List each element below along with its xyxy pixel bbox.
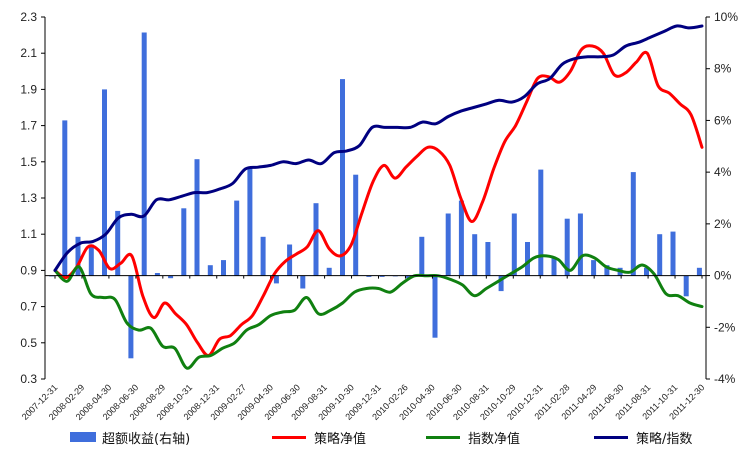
bar-excess-40: [577, 213, 583, 276]
left-tick-label-3: 0.9: [20, 263, 37, 277]
bar-excess-14: [234, 200, 240, 276]
left-tick-label-10: 2.3: [20, 10, 37, 24]
bar-excess-9: [168, 275, 174, 279]
bar-excess-46: [657, 234, 663, 276]
bar-excess-39: [564, 218, 570, 276]
bar-excess-29: [432, 275, 438, 338]
bar-excess-36: [525, 242, 530, 276]
plot-area: 0.3 0.5 0.7 0.9 1.1 1.3 1.5 1.7 1.9 2.1 2.3 -4% -2% 0…: [20, 10, 739, 422]
line-series-0: [53, 44, 704, 357]
bar-excess-5: [115, 210, 121, 276]
right-tick-label-6: 8%: [714, 62, 732, 76]
bar-excess-20: [313, 203, 319, 276]
legend-swatch-excess: [70, 432, 96, 442]
bar-excess-38: [551, 257, 557, 276]
bar-excess-16: [260, 236, 266, 276]
right-tick-label-4: 4%: [714, 165, 732, 179]
bar-excess-15: [247, 167, 253, 276]
bar-excess-10: [181, 208, 187, 276]
line-series-2: [53, 24, 704, 272]
line-series-1: [53, 253, 704, 370]
bar-excess-28: [419, 236, 425, 276]
legend-swatch-ratio: [594, 435, 628, 439]
bar-excess-44: [630, 172, 636, 276]
bar-excess-19: [300, 275, 306, 289]
bar-excess-34: [498, 275, 504, 292]
bar-excess-1: [62, 120, 68, 276]
bar-excess-35: [511, 213, 517, 276]
legend-label-strategy: 策略净值: [314, 431, 367, 447]
right-tick-label-7: 10%: [714, 10, 738, 24]
bar-excess-3: [88, 244, 94, 276]
bar-excess-6: [128, 275, 134, 359]
right-tick-label-2: 0%: [714, 269, 732, 283]
bar-excess-37: [538, 169, 544, 276]
bar-excess-13: [221, 260, 226, 276]
bar-excess-41: [591, 260, 597, 276]
left-tick-label-5: 1.3: [20, 191, 37, 205]
left-tick-label-4: 1.1: [20, 227, 37, 241]
bar-excess-27: [406, 275, 412, 279]
legend-item-strategy: 策略净值: [272, 422, 366, 452]
bar-excess-33: [485, 242, 491, 276]
bar-excess-17: [273, 275, 279, 284]
right-tick-label-1: -2%: [714, 320, 736, 334]
legend: 超额收益(右轴) 策略净值 指数净值 策略/指数: [0, 422, 750, 452]
bar-excess-18: [287, 244, 293, 276]
right-tick-label-0: -4%: [714, 372, 736, 386]
bar-excess-22: [340, 79, 345, 276]
bar-excess-4: [102, 89, 107, 276]
bar-excess-32: [472, 234, 478, 276]
legend-item-ratio: 策略/指数: [594, 422, 692, 452]
bar-excess-23: [353, 174, 359, 276]
bar-excess-21: [326, 267, 332, 276]
legend-item-index: 指数净值: [426, 422, 520, 452]
bar-excess-12: [207, 265, 213, 276]
bar-excess-25: [379, 275, 385, 277]
legend-label-excess: 超额收益(右轴): [102, 431, 191, 447]
left-tick-label-9: 2.1: [20, 46, 37, 60]
bar-excess-47: [670, 231, 676, 276]
left-tick-label-2: 0.7: [20, 300, 37, 314]
bar-excess-42: [604, 265, 610, 276]
left-tick-label-0: 0.3: [20, 372, 37, 386]
bar-excess-24: [366, 275, 372, 277]
bar-excess-2: [75, 236, 81, 276]
left-tick-label-7: 1.7: [20, 119, 37, 133]
legend-item-excess: 超额收益(右轴): [70, 422, 190, 452]
legend-swatch-strategy: [272, 435, 306, 439]
bar-excess-49: [696, 267, 702, 276]
legend-label-index: 指数净值: [468, 431, 521, 447]
bar-excess-8: [154, 273, 160, 276]
legend-swatch-index: [426, 435, 460, 439]
bar-excess-30: [445, 213, 451, 276]
left-tick-label-1: 0.5: [20, 336, 37, 350]
bar-excess-7: [141, 32, 147, 276]
legend-label-ratio: 策略/指数: [636, 431, 693, 447]
bar-excess-45: [644, 267, 649, 276]
left-tick-label-8: 1.9: [20, 82, 37, 96]
bar-excess-11: [194, 159, 200, 276]
right-tick-label-5: 6%: [714, 113, 732, 127]
bar-excess-31: [458, 200, 464, 276]
right-tick-label-3: 2%: [714, 217, 732, 231]
left-tick-label-6: 1.5: [20, 155, 37, 169]
bar-excess-48: [683, 275, 689, 297]
